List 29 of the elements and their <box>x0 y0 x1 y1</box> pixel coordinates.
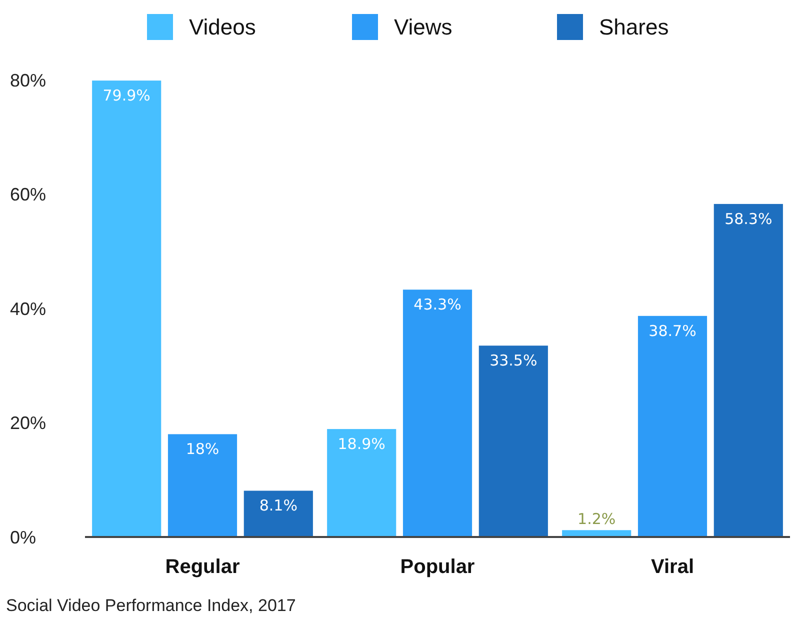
data-label: 18.9% <box>338 435 386 454</box>
data-label: 8.1% <box>259 496 298 515</box>
bar <box>327 429 396 537</box>
bar <box>92 80 162 537</box>
y-tick-label: 80% <box>10 70 46 90</box>
bar <box>402 290 472 537</box>
x-tick-label: Regular <box>165 556 240 578</box>
data-label: 33.5% <box>490 352 538 370</box>
bar <box>168 434 238 537</box>
x-tick-label: Popular <box>400 556 475 578</box>
data-label: 38.7% <box>648 322 696 340</box>
data-label: 1.2% <box>578 510 616 528</box>
text: Social Video Performance Index, 2017 <box>6 596 296 615</box>
x-tick-label: Viral <box>651 556 694 578</box>
bar <box>244 490 313 537</box>
legend-label: Views <box>394 14 452 40</box>
y-tick-label: 20% <box>10 413 46 434</box>
y-tick-label: 40% <box>10 298 46 319</box>
data-label: 43.3% <box>414 296 462 314</box>
y-tick-label: 60% <box>10 184 46 205</box>
bar <box>638 316 708 537</box>
data-label: 58.3% <box>724 210 772 228</box>
data-label: 79.9% <box>102 86 150 105</box>
legend-label: Shares <box>599 14 669 40</box>
bar <box>478 346 548 537</box>
bar <box>714 204 783 537</box>
y-tick-label: 0% <box>10 527 36 548</box>
data-label: 18% <box>186 440 220 458</box>
legend-label: Videos <box>189 14 256 40</box>
